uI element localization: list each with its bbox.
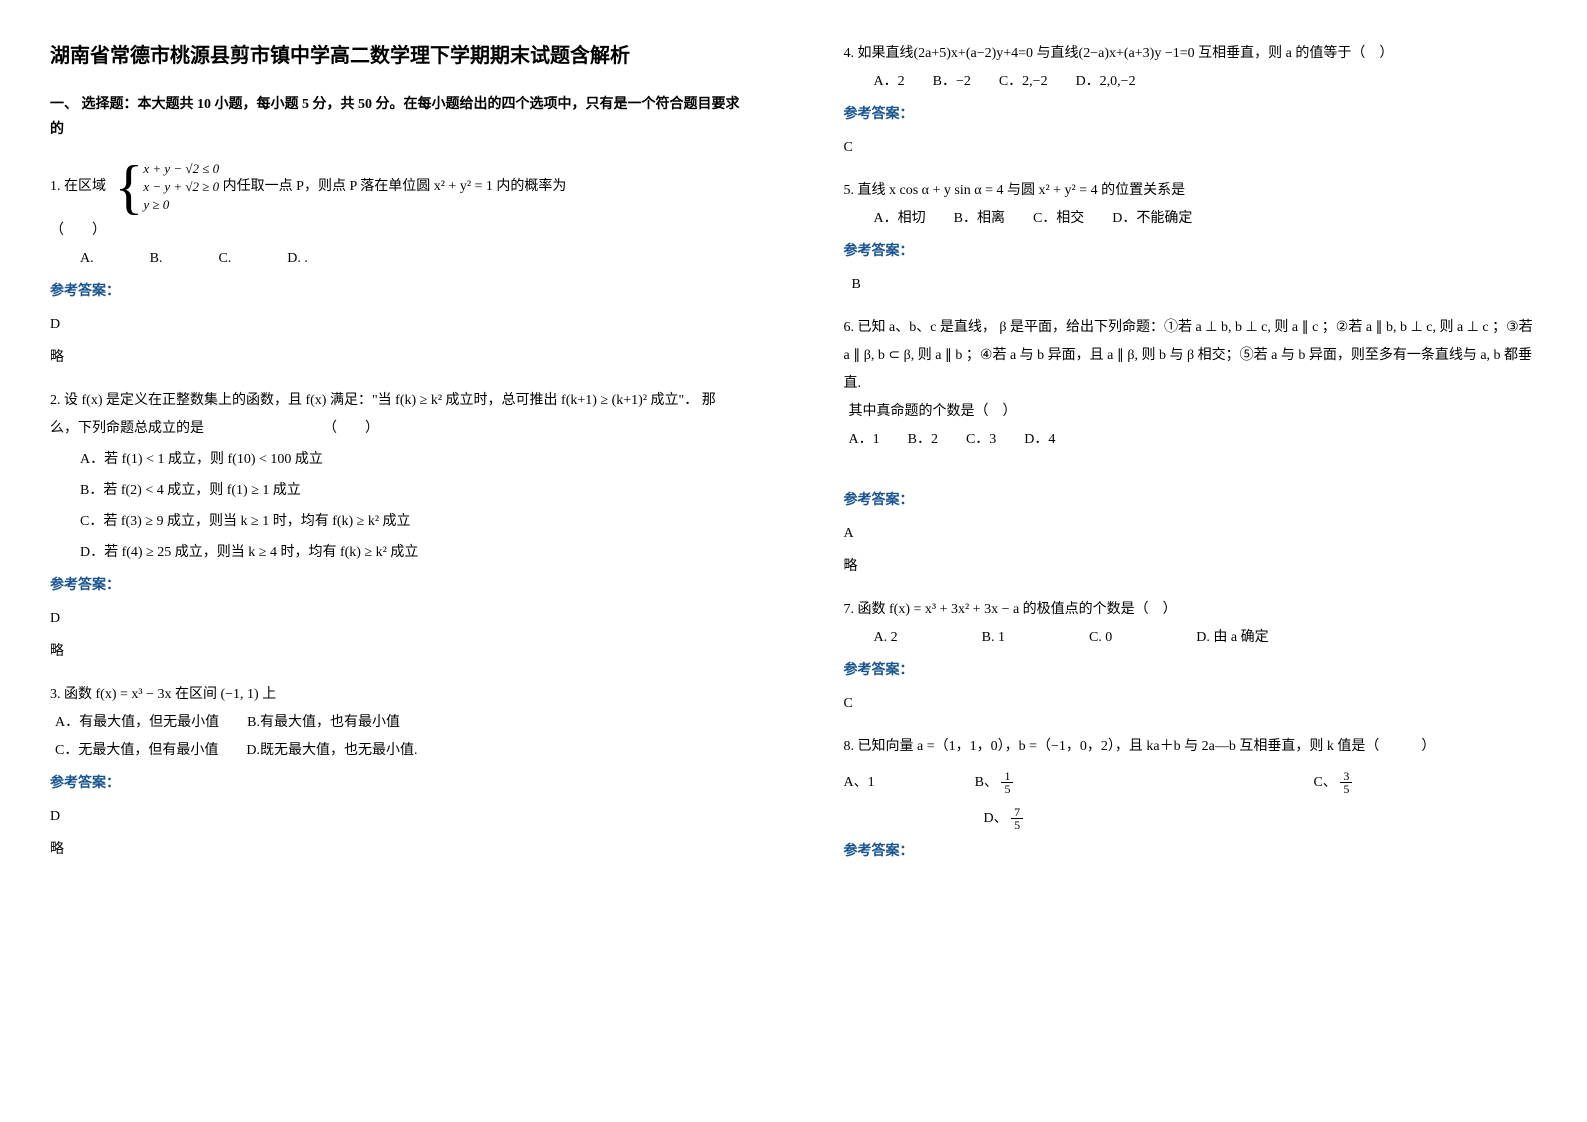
- q3-opt-ab: A．有最大值，但无最小值 B.有最大值，也有最小值: [50, 709, 744, 737]
- q7-answer: C: [844, 690, 1538, 718]
- q4-answer: C: [844, 134, 1538, 162]
- q6-text2: 其中真命题的个数是（ ）: [844, 398, 1538, 426]
- q3-opt-cd: C．无最大值，但有最小值 D.既无最大值，也无最小值.: [50, 737, 744, 765]
- fraction-7-5: 7 5: [1011, 806, 1023, 831]
- q1-cond1: x + y − √2 ≤ 0: [143, 160, 219, 178]
- section-header: 一、 选择题：本大题共 10 小题，每小题 5 分，共 50 分。在每小题给出的…: [50, 92, 744, 142]
- frac-den: 5: [1001, 783, 1013, 795]
- q3-note: 略: [50, 836, 744, 864]
- q1-note: 略: [50, 344, 744, 372]
- q8-c-label: C、: [1313, 775, 1336, 790]
- answer-label: 参考答案：: [844, 101, 1538, 129]
- right-column: 4. 如果直线(2a+5)x+(a−2)y+4=0 与直线(2−a)x+(a+3…: [794, 0, 1587, 1122]
- q6-note: 略: [844, 553, 1538, 581]
- question-4: 4. 如果直线(2a+5)x+(a−2)y+4=0 与直线(2−a)x+(a+3…: [844, 40, 1538, 162]
- question-2: 2. 设 f(x) 是定义在正整数集上的函数，且 f(x) 满足："当 f(k)…: [50, 387, 744, 666]
- q1-cond2: x − y + √2 ≥ 0: [143, 178, 219, 196]
- q4-text: 4. 如果直线(2a+5)x+(a−2)y+4=0 与直线(2−a)x+(a+3…: [844, 40, 1538, 68]
- q1-blank: （ ）: [50, 217, 744, 245]
- q5-options: A．相切 B．相离 C．相交 D．不能确定: [844, 205, 1538, 233]
- q2-text: 2. 设 f(x) 是定义在正整数集上的函数，且 f(x) 满足："当 f(k)…: [50, 387, 744, 443]
- q3-text: 3. 函数 f(x) = x³ − 3x 在区间 (−1, 1) 上: [50, 681, 744, 709]
- question-3: 3. 函数 f(x) = x³ − 3x 在区间 (−1, 1) 上 A．有最大…: [50, 681, 744, 864]
- q8-opt-b: B、 1 5: [975, 769, 1014, 797]
- q3-answer: D: [50, 803, 744, 831]
- frac-den: 5: [1011, 819, 1023, 831]
- question-6: 6. 已知 a、b、c 是直线， β 是平面，给出下列命题：①若 a ⊥ b, …: [844, 314, 1538, 581]
- q2-note: 略: [50, 638, 744, 666]
- q1-cond3: y ≥ 0: [143, 196, 219, 214]
- q7-text: 7. 函数 f(x) = x³ + 3x² + 3x − a 的极值点的个数是（…: [844, 596, 1538, 624]
- left-brace-icon: {: [115, 157, 144, 217]
- question-8: 8. 已知向量 a =（1，1，0），b =（−1，0，2），且 ka＋b 与 …: [844, 733, 1538, 866]
- q8-opt-c: C、 3 5: [1313, 769, 1352, 797]
- answer-label: 参考答案：: [844, 657, 1538, 685]
- answer-label: 参考答案：: [844, 487, 1538, 515]
- question-1: 1. 在区域 { x + y − √2 ≤ 0 x − y + √2 ≥ 0 y…: [50, 157, 744, 372]
- q4-options: A．2 B．−2 C．2,−2 D．2,0,−2: [844, 68, 1538, 96]
- q1-answer: D: [50, 311, 744, 339]
- answer-label: 参考答案：: [50, 572, 744, 600]
- document-title: 湖南省常德市桃源县剪市镇中学高二数学理下学期期末试题含解析: [50, 40, 744, 72]
- q2-opt-b: B．若 f(2) < 4 成立，则 f(1) ≥ 1 成立: [50, 477, 744, 505]
- q1-suffix: 内任取一点 P，则点 P 落在单位圆 x² + y² = 1 内的概率为: [223, 180, 567, 195]
- q8-b-label: B、: [975, 775, 998, 790]
- q8-d-label: D、: [984, 811, 1008, 826]
- q6-options: A．1 B．2 C．3 D．4: [844, 426, 1538, 454]
- fraction-3-5: 3 5: [1340, 770, 1352, 795]
- left-column: 湖南省常德市桃源县剪市镇中学高二数学理下学期期末试题含解析 一、 选择题：本大题…: [0, 0, 794, 1122]
- fraction-1-5: 1 5: [1001, 770, 1013, 795]
- q5-text: 5. 直线 x cos α + y sin α = 4 与圆 x² + y² =…: [844, 177, 1538, 205]
- q2-opt-c: C．若 f(3) ≥ 9 成立，则当 k ≥ 1 时，均有 f(k) ≥ k² …: [50, 508, 744, 536]
- q8-opt-d: D、 7 5: [984, 811, 1024, 826]
- q2-opt-d: D．若 f(4) ≥ 25 成立，则当 k ≥ 4 时，均有 f(k) ≥ k²…: [50, 539, 744, 567]
- q8-text: 8. 已知向量 a =（1，1，0），b =（−1，0，2），且 ka＋b 与 …: [844, 733, 1538, 761]
- q6-answer: A: [844, 520, 1538, 548]
- q1-system: { x + y − √2 ≤ 0 x − y + √2 ≥ 0 y ≥ 0: [115, 157, 220, 217]
- question-5: 5. 直线 x cos α + y sin α = 4 与圆 x² + y² =…: [844, 177, 1538, 299]
- q6-text: 6. 已知 a、b、c 是直线， β 是平面，给出下列命题：①若 a ⊥ b, …: [844, 314, 1538, 398]
- q7-options: A. 2 B. 1 C. 0 D. 由 a 确定: [844, 624, 1538, 652]
- q1-options: A. B. C. D. .: [50, 245, 744, 273]
- answer-label: 参考答案：: [844, 238, 1538, 266]
- answer-label: 参考答案：: [844, 838, 1538, 866]
- q2-opt-a: A．若 f(1) < 1 成立，则 f(10) < 100 成立: [50, 446, 744, 474]
- answer-label: 参考答案：: [50, 278, 744, 306]
- q2-answer: D: [50, 605, 744, 633]
- q5-answer: B: [844, 271, 1538, 299]
- answer-label: 参考答案：: [50, 770, 744, 798]
- question-7: 7. 函数 f(x) = x³ + 3x² + 3x − a 的极值点的个数是（…: [844, 596, 1538, 718]
- q1-prefix: 1. 在区域: [50, 180, 106, 195]
- q8-opt-a: A、1: [844, 769, 875, 797]
- frac-den: 5: [1340, 783, 1352, 795]
